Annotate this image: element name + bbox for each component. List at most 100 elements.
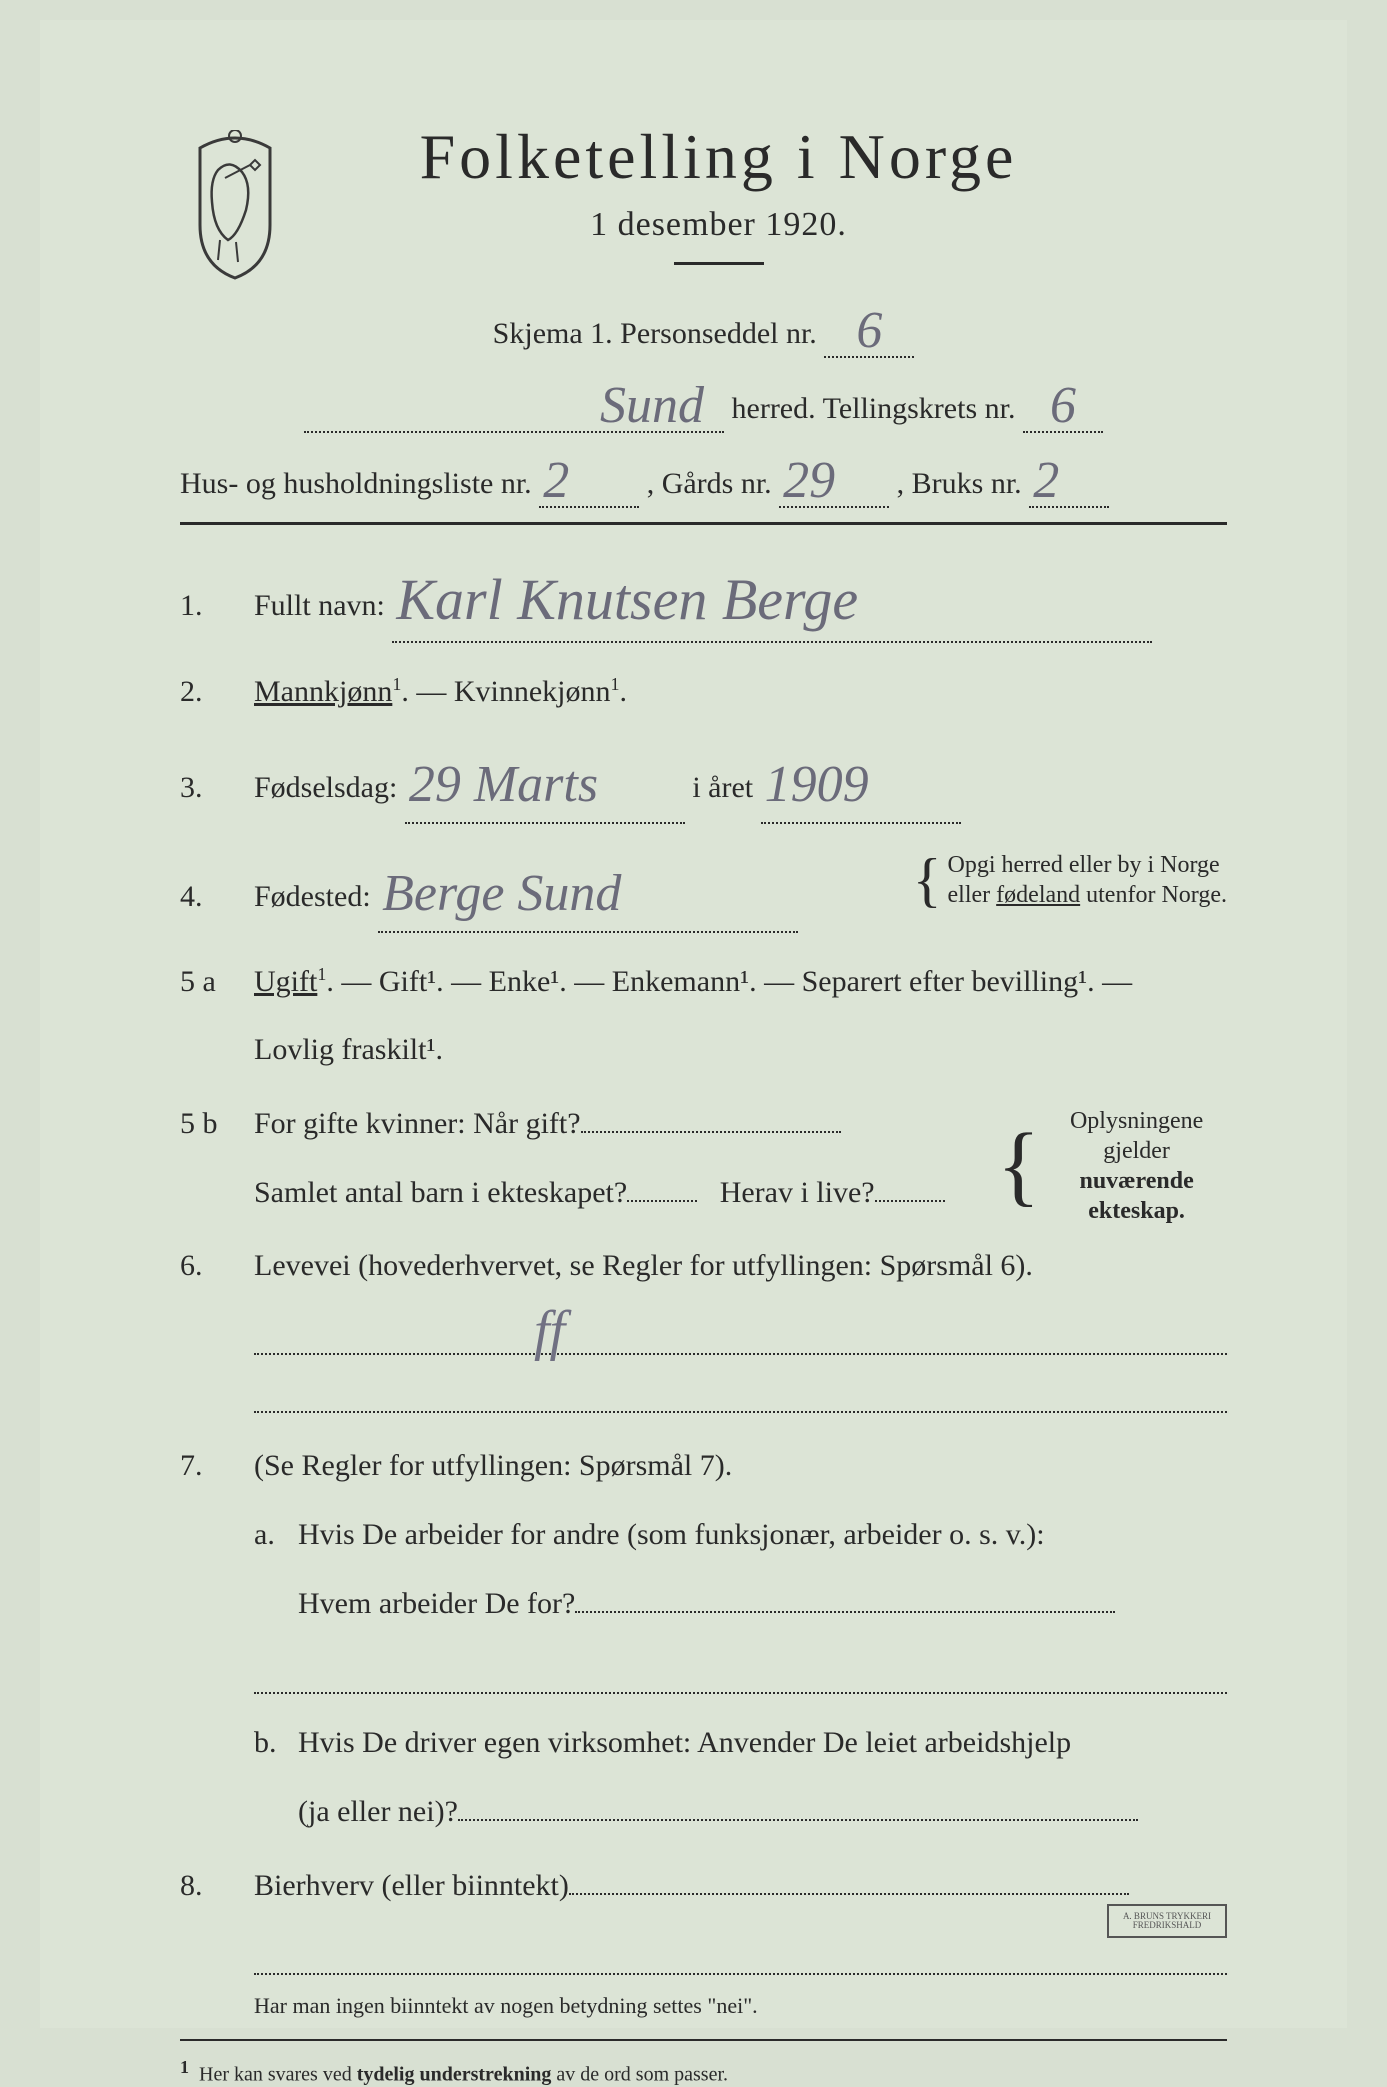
q7b: b. Hvis De driver egen virksomhet: Anven… (254, 1720, 1227, 1836)
q5b-b: Samlet antal barn i ekteskapet? (254, 1176, 627, 1209)
q7: 7. (Se Regler for utfyllingen: Spørsmål … (180, 1443, 1227, 1628)
q2-end: . (619, 675, 627, 708)
printer-mark: A. BRUNS TRYKKERI FREDRIKSHALD (1107, 1904, 1227, 1938)
q3-year-field: 1909 (761, 741, 961, 824)
q1-label: Fullt navn: (254, 589, 385, 622)
q1-num: 1. (180, 583, 236, 630)
q4-label: Fødested: (254, 880, 371, 913)
gards-label: , Gårds nr. (647, 467, 772, 500)
norway-coat-of-arms-svg (180, 130, 290, 280)
subtitle: 1 desember 1920. (320, 206, 1117, 244)
q7a-line2 (254, 1654, 1227, 1694)
q4-note-b-pre: eller (948, 882, 997, 908)
q8: 8. Bierhverv (eller biinntekt) (180, 1862, 1227, 1910)
q5b-num: 5 b (180, 1101, 236, 1148)
q4-note-b-und: fødeland (996, 882, 1080, 908)
foot2-num: 1 (180, 2057, 189, 2077)
q5b: 5 b For gifte kvinner: Når gift? Samlet … (180, 1100, 1227, 1217)
foot2-b: tydelig understrekning (357, 2064, 552, 2086)
q2-kvinne: Kvinnekjønn (454, 675, 611, 708)
q5a-sup: 1 (317, 964, 326, 984)
footnote-rule (180, 2039, 1227, 2041)
q5b-b-field (627, 1169, 697, 1202)
q7b-letter: b. (254, 1720, 284, 1836)
q7a: a. Hvis De arbeider for andre (som funks… (254, 1512, 1227, 1628)
foot2-pre: Her kan svares ved (199, 2064, 357, 2086)
q3: 3. Fødselsdag: 29 Marts i året 1909 (180, 741, 1227, 824)
q1-value: Karl Knutsen Berge (396, 567, 858, 632)
q5b-note: { Oplysningene gjelder nuværende ekteska… (997, 1106, 1227, 1226)
q5a-ugift: Ugift (254, 965, 317, 998)
q4-value: Berge Sund (382, 865, 621, 922)
q3-num: 3. (180, 765, 236, 812)
q5a-num: 5 a (180, 959, 236, 1006)
title: Folketelling i Norge (320, 120, 1117, 194)
husholdning-field: 2 (539, 447, 639, 508)
q1-field: Karl Knutsen Berge (392, 551, 1152, 643)
gards-field: 29 (779, 447, 889, 508)
q7b-field (458, 1788, 1138, 1821)
q4: 4. Fødested: Berge Sund { Opgi herred el… (180, 850, 1227, 933)
herred-value: Sund (600, 377, 704, 434)
q4-field: Berge Sund (378, 850, 798, 933)
q7b-wrap: b. Hvis De driver egen virksomhet: Anven… (180, 1714, 1227, 1836)
q5a-line2: Lovlig fraskilt¹. (254, 1027, 1227, 1074)
q3-year: 1909 (765, 756, 869, 813)
skjema-label: Skjema 1. Personseddel nr. (493, 317, 817, 350)
q4-note-b-post: utenfor Norge. (1080, 882, 1227, 908)
q6: 6. Levevei (hovederhvervet, se Regler fo… (180, 1243, 1227, 1290)
footnote-1: Har man ingen biinntekt av nogen betydni… (254, 1993, 1227, 2019)
footnote-2: 1 Her kan svares ved tydelig understrekn… (180, 2057, 1227, 2087)
bruks-field: 2 (1029, 447, 1109, 508)
title-block: Folketelling i Norge 1 desember 1920. (320, 120, 1227, 289)
q6-line2 (254, 1373, 1227, 1413)
bruks-nr: 2 (1033, 452, 1059, 509)
q4-num: 4. (180, 874, 236, 921)
q2-num: 2. (180, 669, 236, 716)
q5b-a-field (581, 1100, 841, 1133)
q5b-c-field (875, 1169, 945, 1202)
q5b-note3: ekteskap. (1088, 1198, 1185, 1224)
q6-label: Levevei (hovederhvervet, se Regler for u… (254, 1249, 1033, 1282)
meta-skjema-line: Skjema 1. Personseddel nr. 6 (180, 297, 1227, 358)
meta-herred-line: Sund herred. Tellingskrets nr. 6 (180, 372, 1227, 433)
q7a-letter: a. (254, 1512, 284, 1628)
q7a-field (575, 1580, 1115, 1613)
herred-field: Sund (304, 372, 724, 433)
tellingskrets-field: 6 (1023, 372, 1103, 433)
q6-value: ff (534, 1299, 565, 1363)
q7a-text1: Hvis De arbeider for andre (som funksjon… (298, 1512, 1227, 1559)
q2-sup1: 1 (392, 674, 401, 694)
bruks-label: , Bruks nr. (897, 467, 1022, 500)
q5b-note1: Oplysningene (1046, 1106, 1227, 1136)
meta-hus-line: Hus- og husholdningsliste nr. 2 , Gårds … (180, 447, 1227, 508)
q5b-note2b: nuværende (1079, 1168, 1193, 1194)
header: Folketelling i Norge 1 desember 1920. (180, 120, 1227, 289)
title-rule (674, 262, 764, 265)
q5b-a: For gifte kvinner: Når gift? (254, 1107, 581, 1140)
q2-mann: Mannkjønn (254, 675, 392, 708)
q8-label: Bierhverv (eller biinntekt) (254, 1869, 569, 1902)
q5a-rest: . — Gift¹. — Enke¹. — Enkemann¹. — Separ… (326, 965, 1132, 998)
q7-label: (Se Regler for utfyllingen: Spørsmål 7). (254, 1443, 1227, 1490)
header-rule (180, 522, 1227, 525)
q4-note-a: Opgi herred eller by i Norge (948, 850, 1227, 880)
q2-dash: . — (401, 675, 446, 708)
personseddel-nr-field: 6 (824, 297, 914, 358)
q5b-note2a: gjelder (1103, 1138, 1170, 1164)
q5b-c: Herav i live? (720, 1176, 875, 1209)
coat-of-arms-icon (180, 130, 290, 280)
q6-line1: ff (254, 1315, 1227, 1355)
q3-day: 29 Marts (409, 756, 598, 813)
q8-line2 (254, 1935, 1227, 1975)
census-form-page: Folketelling i Norge 1 desember 1920. Sk… (40, 20, 1347, 2028)
q7-num: 7. (180, 1443, 236, 1490)
q7b-text1: Hvis De driver egen virksomhet: Anvender… (298, 1720, 1227, 1767)
husholdning-nr: 2 (543, 452, 569, 509)
herred-label: herred. Tellingskrets nr. (732, 392, 1016, 425)
q6-num: 6. (180, 1243, 236, 1290)
personseddel-nr: 6 (856, 302, 882, 359)
q2: 2. Mannkjønn1. — Kvinnekjønn1. (180, 669, 1227, 716)
gards-nr: 29 (783, 452, 835, 509)
foot2-post: av de ord som passer. (551, 2064, 728, 2086)
